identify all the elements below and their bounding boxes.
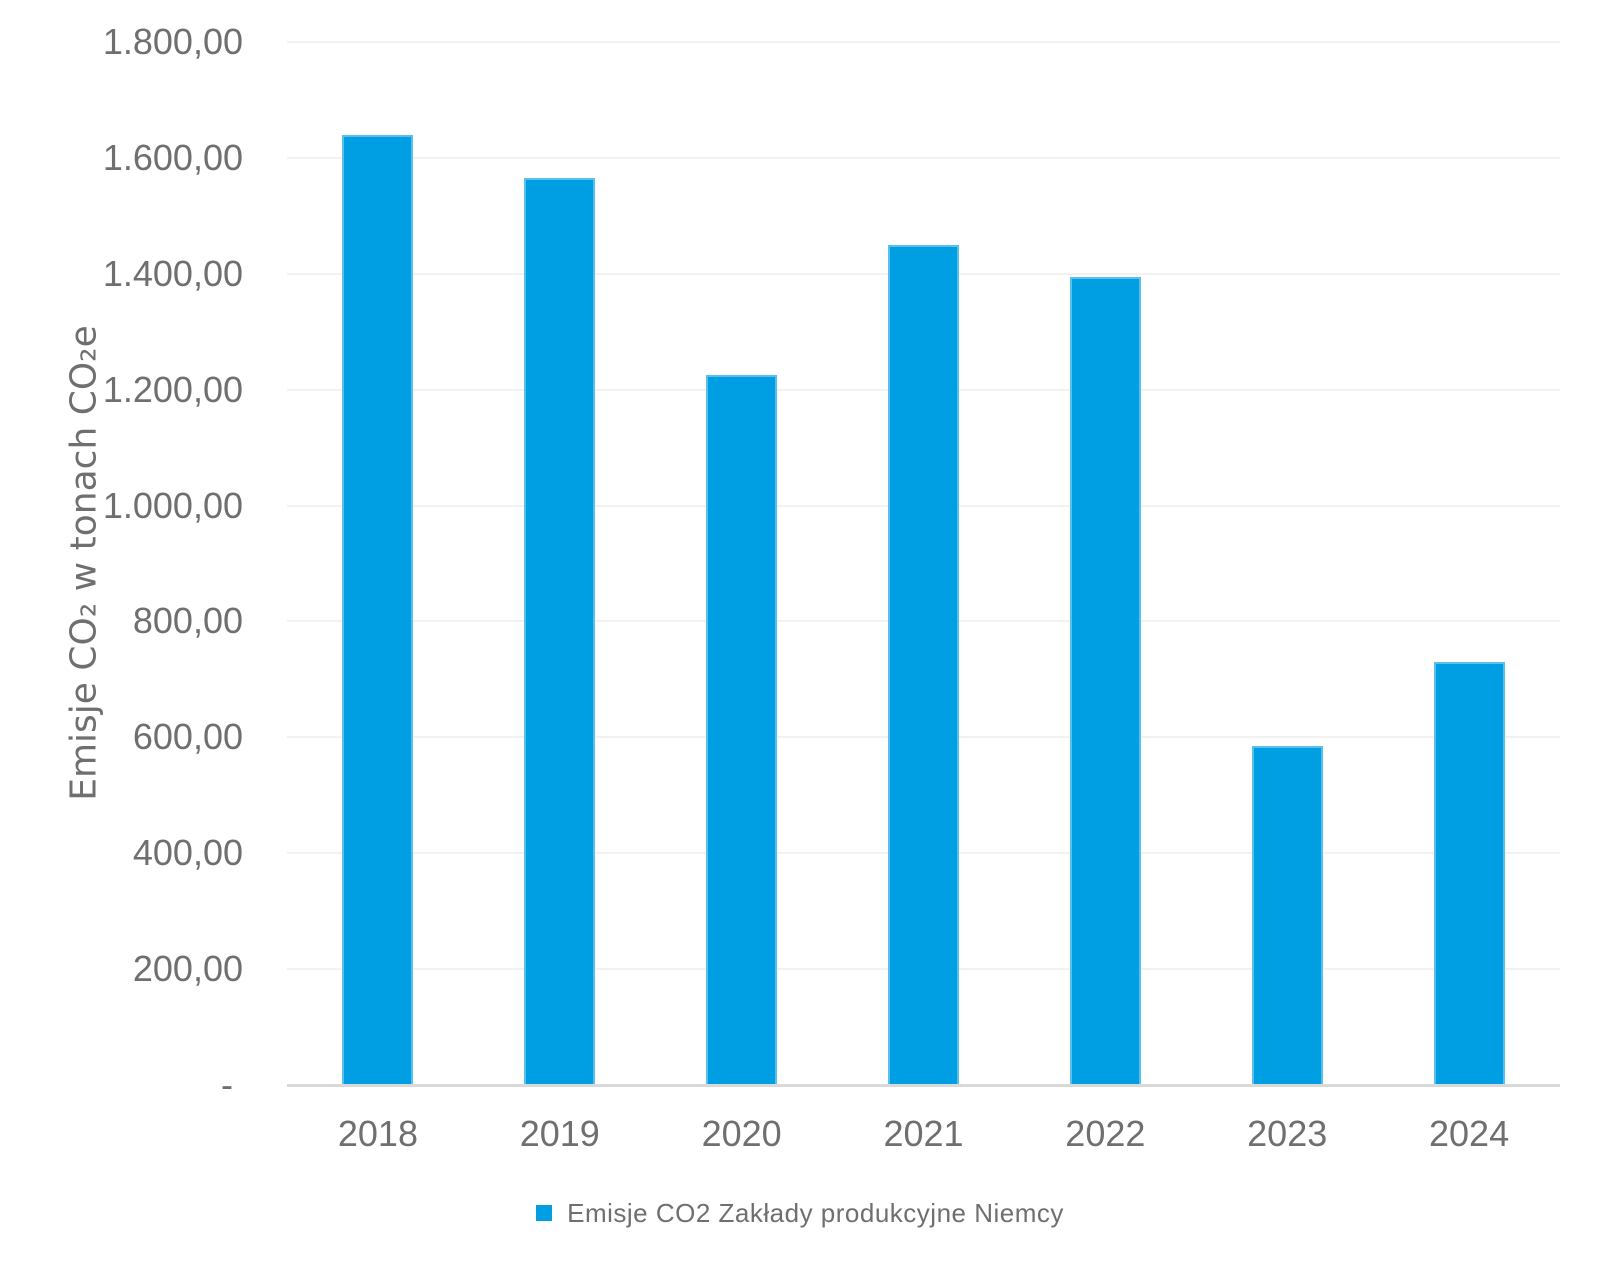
x-axis-line	[287, 1084, 1560, 1087]
bar-2022	[1069, 276, 1141, 1087]
legend: Emisje CO2 Zakłady produkcyjne Niemcy	[0, 1192, 1600, 1234]
bar-2019	[524, 178, 596, 1087]
legend-label: Emisje CO2 Zakłady produkcyjne Niemcy	[567, 1197, 1064, 1228]
y-tick-label-200: 200,00	[132, 948, 243, 990]
y-tick-label-1400: 1.400,00	[102, 252, 243, 294]
x-axis-label-2020: 2020	[701, 1113, 782, 1154]
y-tick-label-0: -	[221, 1064, 243, 1105]
y-tick-label-1000: 1.000,00	[102, 484, 243, 526]
y-tick-label-1600: 1.600,00	[102, 136, 243, 178]
x-axis-label-2023: 2023	[1247, 1113, 1328, 1154]
bar-2021	[888, 244, 959, 1087]
y-tick-label-1200: 1.200,00	[102, 368, 243, 410]
legend-swatch-icon	[536, 1205, 553, 1221]
gridline-1600	[287, 156, 1560, 159]
x-axis-label-2022: 2022	[1065, 1113, 1146, 1154]
bar-2020	[706, 375, 778, 1087]
gridline-1800	[287, 41, 1560, 43]
bar-2024	[1433, 662, 1505, 1087]
x-axis-label-2021: 2021	[883, 1113, 964, 1154]
y-tick-label-1800: 1.800,00	[102, 21, 243, 62]
x-axis-label-2019: 2019	[519, 1113, 600, 1154]
bar-2023	[1251, 746, 1323, 1087]
x-axis-label-2018: 2018	[337, 1113, 418, 1154]
bar-2018	[342, 134, 414, 1087]
y-tick-label-400: 400,00	[132, 832, 243, 874]
y-tick-label-600: 600,00	[132, 716, 243, 758]
y-tick-label-800: 800,00	[132, 600, 243, 642]
x-axis-label-2024: 2024	[1429, 1113, 1510, 1154]
